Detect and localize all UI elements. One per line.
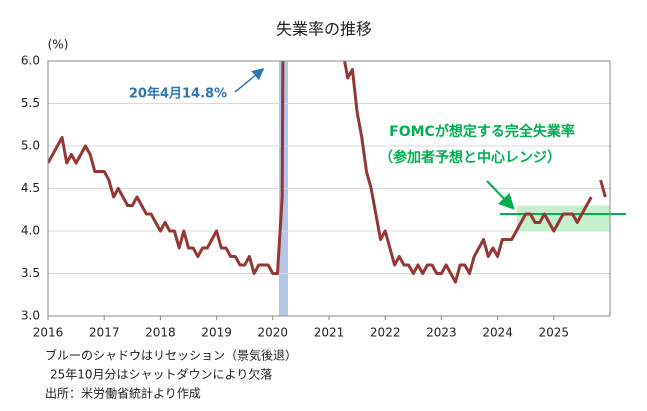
y-tick-label: 4.0 — [21, 224, 40, 238]
chart-title: 失業率の推移 — [276, 20, 372, 39]
fomc-sublabel: （参加者予想と中心レンジ） — [379, 149, 561, 166]
note: 出所：米労働省統計より作成 — [45, 386, 201, 401]
annotation: 20年4月14.8% — [129, 86, 227, 102]
fomc-label: FOMCが想定する完全失業率 — [389, 123, 575, 140]
fomc-arrow — [486, 180, 515, 210]
note: ブルーのシャドウはリセッション（景気後退） — [45, 348, 297, 363]
y-tick-label: 3.5 — [21, 266, 40, 280]
y-tick-label: 4.5 — [21, 181, 40, 195]
x-tick-label: 2016 — [33, 326, 64, 340]
x-tick-label: 2018 — [145, 326, 176, 340]
series-line — [48, 61, 607, 284]
fomc-range — [517, 205, 610, 231]
x-tick-label: 2021 — [314, 326, 345, 340]
plot — [48, 61, 607, 284]
x-tick-label: 2025 — [539, 326, 570, 340]
x-tick-label: 2017 — [89, 326, 120, 340]
x-tick-label: 2019 — [201, 326, 232, 340]
y-tick-label: 5.5 — [21, 96, 40, 110]
y-tick-label: 3.0 — [21, 309, 40, 323]
annotation-arrow — [234, 68, 265, 93]
y-tick-label: 5.0 — [21, 139, 40, 153]
x-tick-label: 2022 — [370, 326, 401, 340]
x-tick-label: 2023 — [426, 326, 457, 340]
x-tick-label: 2024 — [482, 326, 513, 340]
y-tick-label: 6.0 — [21, 54, 40, 68]
note: 25年10月分はシャットダウンにより欠落 — [50, 367, 272, 382]
x-tick-label: 2020 — [258, 326, 289, 340]
y-unit: (%) — [48, 38, 69, 52]
